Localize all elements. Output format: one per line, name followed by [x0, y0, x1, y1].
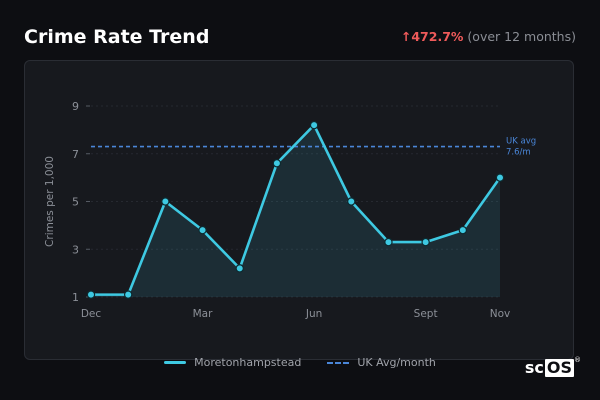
chart-legend: Moretonhampstead UK Avg/month — [0, 356, 600, 369]
y-tick-label: 5 — [72, 196, 79, 209]
legend-item-uk-avg[interactable]: UK Avg/month — [327, 356, 436, 369]
data-point — [235, 264, 244, 273]
change-percent: 472.7% — [411, 29, 464, 44]
data-point — [198, 225, 207, 235]
data-point — [86, 290, 96, 299]
chart-card — [24, 60, 574, 360]
legend-item-series[interactable]: Moretonhampstead — [164, 356, 301, 369]
change-note: (over 12 months) — [467, 29, 576, 44]
logo-text-os: OS — [544, 357, 574, 377]
logo-text-sc: sc — [524, 358, 544, 377]
legend-label-uk-avg: UK Avg/month — [357, 356, 436, 369]
uk-average-annotation: UK avg — [506, 137, 536, 147]
logo-registered-mark: ® — [574, 356, 581, 364]
data-point — [123, 290, 133, 299]
data-point — [421, 237, 430, 247]
series-area — [91, 125, 500, 297]
series-line — [91, 123, 502, 296]
chart-title: Crime Rate Trend — [24, 26, 210, 48]
y-axis-label: Crimes per 1,000 — [44, 156, 56, 247]
data-point — [458, 225, 468, 235]
legend-swatch-series — [164, 361, 187, 364]
data-point — [495, 173, 505, 182]
y-tick-label: 7 — [72, 148, 79, 161]
uk-average-annotation-value: 7.6/m — [506, 148, 531, 158]
legend-label-series: Moretonhampstead — [194, 356, 302, 369]
change-arrow: ↑ — [400, 29, 412, 44]
data-point — [309, 120, 319, 130]
data-point — [347, 197, 356, 206]
x-tick-label: Dec — [81, 308, 102, 320]
y-tick-label: 9 — [72, 100, 79, 113]
y-tick-label: 1 — [72, 291, 79, 304]
data-point — [161, 197, 170, 206]
change-indicator: ↑472.7% (over 12 months) — [401, 29, 576, 44]
x-tick-label: Mar — [193, 308, 213, 320]
y-tick-label: 3 — [72, 243, 79, 256]
brand-logo: sc OS ® — [524, 356, 581, 377]
x-tick-label: Jun — [305, 308, 322, 320]
x-tick-label: Sept — [414, 308, 438, 320]
data-point — [272, 159, 282, 168]
data-point — [384, 237, 393, 247]
legend-swatch-uk-avg — [327, 361, 350, 364]
x-tick-label: Nov — [490, 308, 511, 320]
